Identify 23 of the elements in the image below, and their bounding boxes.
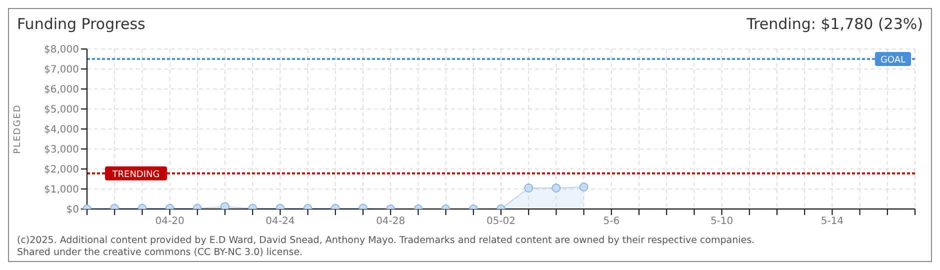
x-tick-label: 05-02: [486, 216, 516, 228]
x-tick-label: 04-28: [376, 216, 406, 228]
chart-subtitle: Trending: $1,780 (23%): [746, 15, 923, 33]
x-tick-label: 04-20: [155, 216, 184, 228]
text: (c)2025. Additional content provided by E.D Ward, David Snead, Anthony Mayo. Trademarks and related content are owned by their respective companies.: [17, 235, 755, 247]
y-tick-label: $0: [66, 204, 79, 216]
y-tick-label: $4,000: [44, 124, 79, 136]
y-tick-label: $7,000: [44, 64, 79, 76]
y-tick-label: $8,000: [44, 44, 79, 56]
y-tick-label: $2,000: [44, 164, 79, 176]
y-tick-label: $1,000: [44, 184, 79, 196]
ref-line-label: GOAL: [880, 56, 906, 66]
y-tick-label: $5,000: [44, 104, 79, 116]
ref-line-label: TRENDING: [111, 170, 160, 180]
x-tick-label: 5-6: [603, 216, 620, 228]
x-tick-label: 5-14: [820, 216, 844, 228]
chart-title: Funding Progress: [17, 15, 146, 33]
text: Shared under the creative commons (CC BY-NC 3.0) license.: [17, 247, 304, 259]
x-tick-label: 5-10: [710, 216, 734, 228]
y-axis-title: PLEDGED: [13, 104, 24, 154]
x-tick-label: 04-24: [266, 216, 295, 228]
y-tick-label: $6,000: [44, 84, 79, 96]
y-tick-label: $3,000: [44, 144, 79, 156]
